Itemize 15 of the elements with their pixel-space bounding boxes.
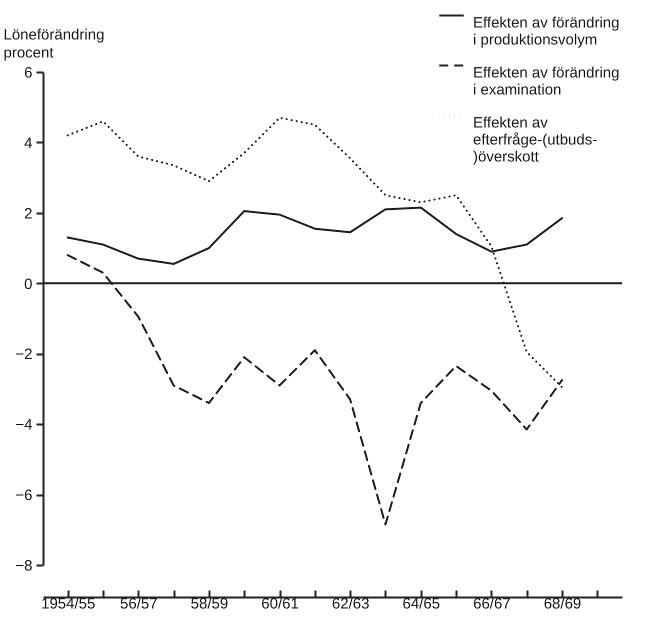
x-tick-label: 68/69 [544, 596, 582, 612]
y-axis-title: Löneförändring procent [4, 26, 104, 62]
y-tick-label: 4 [24, 134, 32, 152]
legend-label: Effekten av förändring i produktionsvolym [473, 14, 620, 48]
legend-label: Effekten av efterfråge-(utbuds-)överskott [473, 114, 598, 166]
y-tick-label: 6 [24, 64, 32, 82]
legend-label: Effekten av förändring i examination [473, 64, 620, 98]
y-tick-label: −8 [15, 558, 32, 574]
x-tick-label: 60/61 [261, 596, 299, 612]
y-tick-label: 2 [24, 205, 32, 222]
x-tick-label: 62/63 [332, 596, 370, 612]
y-tick-label: −2 [15, 346, 32, 364]
y-tick-label: 0 [24, 276, 32, 293]
y-tick-label: −6 [15, 487, 32, 504]
y-tick-label: −4 [15, 416, 32, 434]
